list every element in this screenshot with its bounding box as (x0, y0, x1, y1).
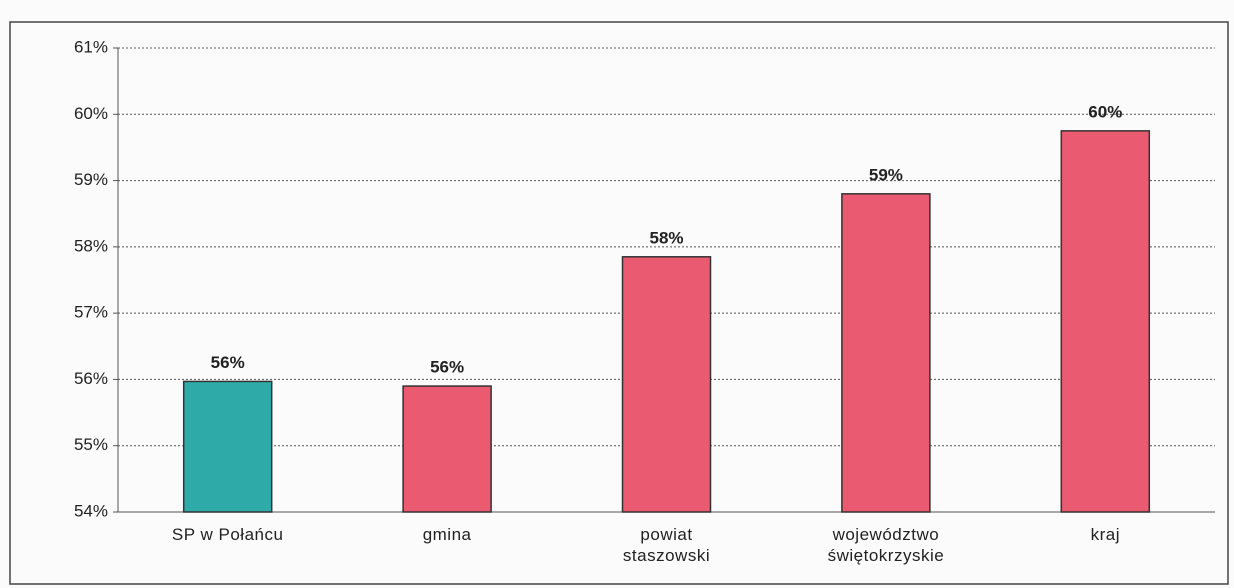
y-tick-label: 56% (74, 369, 108, 388)
y-tick-label: 54% (74, 501, 108, 520)
y-tick-label: 55% (74, 435, 108, 454)
data-label: 56% (211, 353, 245, 372)
bar (402, 385, 492, 513)
y-tick-label: 57% (74, 303, 108, 322)
y-tick-label: 60% (74, 104, 108, 123)
bar (621, 256, 712, 513)
chart-frame (9, 21, 1229, 585)
bar (182, 380, 273, 513)
bar (1060, 130, 1151, 513)
data-label: 59% (869, 165, 903, 184)
x-tick-label: SP w Połańcu (171, 525, 284, 544)
x-tick-label: gmina (422, 525, 472, 544)
y-tick-label: 58% (74, 236, 108, 255)
bar (841, 193, 931, 513)
y-tick-label: 61% (74, 37, 108, 56)
y-tick-label: 59% (74, 170, 108, 189)
x-tick-label: powiat staszowski (622, 525, 711, 565)
data-label: 56% (430, 358, 464, 377)
x-tick-label: kraj (1090, 525, 1120, 544)
data-label: 58% (649, 228, 683, 247)
data-label: 60% (1088, 102, 1122, 121)
x-tick-label: województwo świętokrzyskie (827, 525, 945, 565)
